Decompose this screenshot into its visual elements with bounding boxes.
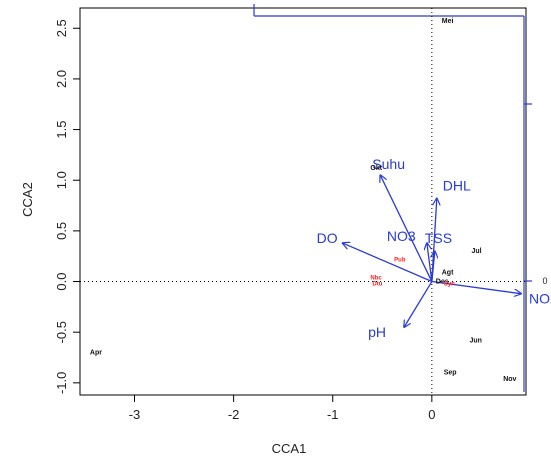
x-tick-label: -2 <box>228 407 240 422</box>
env-vector-label: pH <box>368 324 386 340</box>
env-vector-label: TSS <box>425 230 452 246</box>
site-label: Apr <box>90 349 102 356</box>
species-label: Syn <box>444 282 455 288</box>
env-vector-suhu <box>380 175 433 282</box>
site-label: Agt <box>442 269 454 276</box>
env-vector-no3 <box>427 243 433 282</box>
site-label: Okt <box>370 165 382 172</box>
y-tick-label: 2.0 <box>54 70 69 88</box>
species-label: Pub <box>394 257 406 263</box>
x-tick-label: -1 <box>327 407 339 422</box>
y-tick-label: -0.5 <box>54 321 69 343</box>
site-label: Jun <box>470 337 482 344</box>
env-vector-ph <box>404 281 433 328</box>
x-tick-label: 0 <box>428 407 435 422</box>
env-vector-label: DHL <box>443 177 471 193</box>
site-label: Nov <box>503 376 516 383</box>
env-vector-do <box>343 243 433 283</box>
env-vector-tss <box>432 251 435 282</box>
site-label: Jul <box>471 248 481 255</box>
y-tick-label: 1.5 <box>54 121 69 139</box>
plot-frame <box>79 7 527 396</box>
y-tick-label: -1.0 <box>54 372 69 394</box>
right-axis-tick-label: 0 <box>542 276 547 286</box>
site-label: Sep <box>444 370 457 377</box>
env-vector-label: NO3 <box>387 228 416 244</box>
species-label: Nbc <box>370 276 382 282</box>
env-vector-no2 <box>431 280 521 294</box>
y-axis-title: CCA2 <box>20 182 35 217</box>
site-label: Des <box>436 279 449 286</box>
site-label: Mei <box>442 18 454 25</box>
y-tick-label: 1.0 <box>54 171 69 189</box>
species-label: Dtu <box>372 282 382 288</box>
env-vector-label: Suhu <box>372 156 405 172</box>
y-tick-label: 2.5 <box>54 19 69 37</box>
x-axis-title: CCA1 <box>272 441 307 456</box>
env-vector-label: DO <box>317 230 338 246</box>
y-tick-label: 0.0 <box>54 272 69 290</box>
x-tick-label: -3 <box>129 407 141 422</box>
y-tick-label: 0.5 <box>54 222 69 240</box>
env-vector-label: NO2 <box>529 291 551 307</box>
